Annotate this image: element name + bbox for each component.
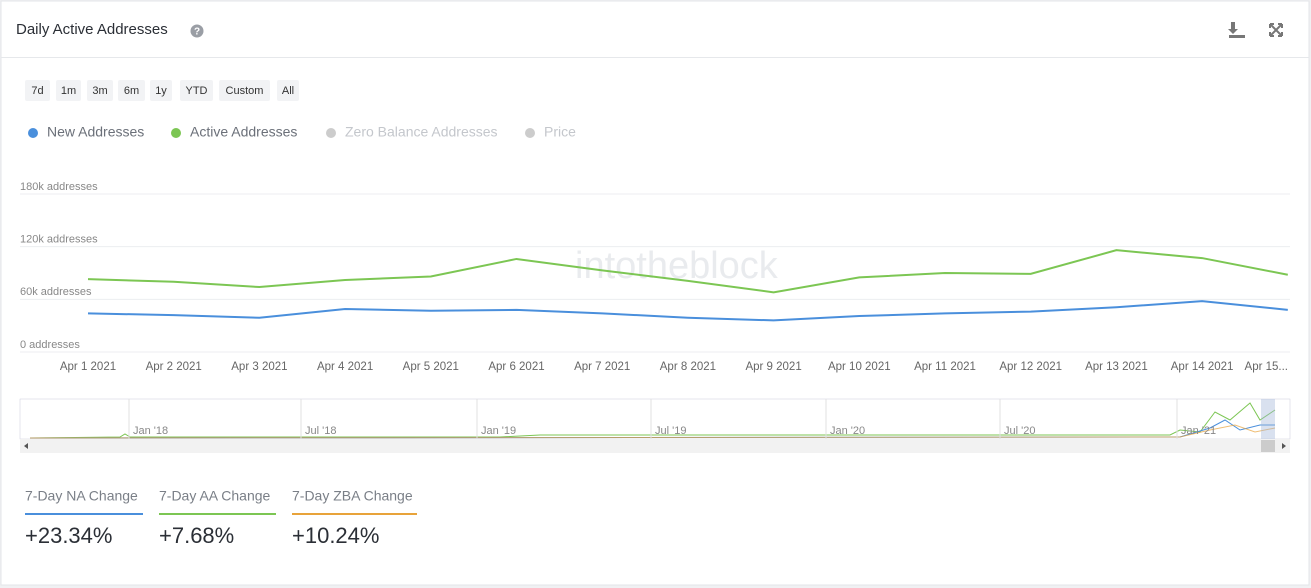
range-button-label[interactable]: 1m [61, 85, 76, 97]
y-tick-label: 0 addresses [20, 339, 80, 351]
series-line [87, 249, 1288, 294]
x-tick-label: Apr 14 2021 [1171, 361, 1234, 373]
navigator-label: Jul '20 [1004, 425, 1035, 437]
legend-label[interactable]: Price [544, 124, 576, 140]
help-icon[interactable]: ? [190, 24, 204, 38]
range-button[interactable] [25, 80, 50, 101]
range-button-label[interactable]: 6m [124, 85, 139, 97]
range-button[interactable] [118, 80, 145, 101]
legend-dot[interactable] [28, 128, 38, 138]
stat-underline [25, 513, 143, 515]
stat-label: 7-Day ZBA Change [292, 488, 413, 504]
x-tick-label: Apr 6 2021 [488, 361, 544, 373]
series-line [87, 300, 1288, 322]
navigator [19, 398, 1291, 453]
range-button-label[interactable]: 7d [31, 85, 43, 97]
range-button-label[interactable]: 3m [92, 85, 107, 97]
navigator-label: Jan '19 [481, 425, 516, 437]
stat-label: 7-Day NA Change [25, 488, 138, 504]
range-button[interactable] [180, 80, 213, 101]
x-tick-label: Apr 10 2021 [828, 361, 891, 373]
expand-icon[interactable] [1269, 23, 1283, 37]
range-button[interactable] [56, 80, 81, 101]
range-button[interactable] [219, 80, 270, 101]
navigator-label: Jan '20 [830, 425, 865, 437]
x-tick-label: Apr 7 2021 [574, 361, 630, 373]
svg-text:?: ? [194, 27, 200, 38]
x-tick-label: Apr 2 2021 [146, 361, 202, 373]
range-button-label[interactable]: 1y [155, 85, 167, 97]
x-tick-label: Apr 15... [1245, 361, 1288, 373]
y-tick-label: 60k addresses [20, 286, 92, 298]
x-tick-label: Apr 8 2021 [660, 361, 716, 373]
stat-value: +10.24% [292, 523, 379, 548]
legend-dot[interactable] [525, 128, 535, 138]
legend-dot[interactable] [171, 128, 181, 138]
title: Daily Active Addresses [16, 21, 168, 38]
download-icon[interactable] [1228, 22, 1245, 38]
x-tick-label: Apr 13 2021 [1085, 361, 1148, 373]
x-tick-label: Apr 1 2021 [60, 361, 116, 373]
range-button-label[interactable]: YTD [186, 85, 208, 97]
x-tick-label: Apr 11 2021 [914, 361, 976, 373]
range-button[interactable] [87, 80, 113, 101]
stat-value: +7.68% [159, 523, 234, 548]
range-button[interactable] [277, 80, 299, 101]
legend-label[interactable]: New Addresses [47, 124, 144, 140]
stat-value: +23.34% [25, 523, 112, 548]
navigator-label: Jan '21 [1181, 425, 1216, 437]
stat-underline [292, 513, 417, 515]
range-button[interactable] [150, 80, 172, 101]
x-tick-label: Apr 3 2021 [231, 361, 287, 373]
range-button-label[interactable]: All [282, 85, 294, 97]
watermark: intotheblock [575, 245, 779, 287]
stat-underline [159, 513, 276, 515]
range-button-label[interactable]: Custom [226, 85, 264, 97]
y-tick-label: 120k addresses [20, 234, 98, 246]
x-tick-label: Apr 4 2021 [317, 361, 373, 373]
stat-label: 7-Day AA Change [159, 488, 271, 504]
x-tick-label: Apr 12 2021 [999, 361, 1062, 373]
y-tick-label: 180k addresses [20, 181, 98, 193]
legend-label[interactable]: Active Addresses [190, 124, 297, 140]
x-tick-label: Apr 5 2021 [403, 361, 459, 373]
legend-label[interactable]: Zero Balance Addresses [345, 124, 498, 140]
navigator-label: Jan '18 [133, 425, 168, 437]
navigator-label: Jul '19 [655, 425, 686, 437]
navigator-label: Jul '18 [305, 425, 336, 437]
x-tick-label: Apr 9 2021 [745, 361, 801, 373]
legend-dot[interactable] [326, 128, 336, 138]
